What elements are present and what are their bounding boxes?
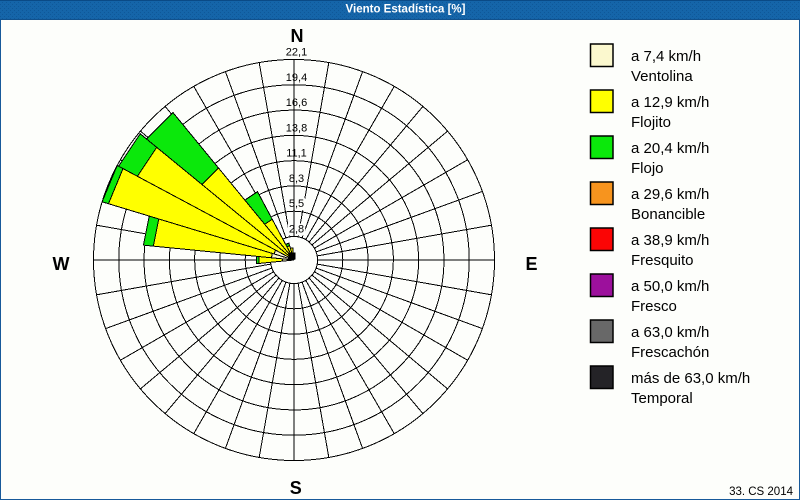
svg-text:Flojito: Flojito: [631, 114, 671, 131]
svg-text:a 20,4 km/h: a 20,4 km/h: [631, 140, 709, 157]
svg-text:S: S: [290, 478, 302, 498]
svg-text:Fresquito: Fresquito: [631, 252, 694, 269]
svg-text:E: E: [525, 254, 537, 274]
svg-text:19,4: 19,4: [286, 72, 307, 84]
svg-text:a 38,9 km/h: a 38,9 km/h: [631, 232, 709, 249]
svg-text:más de 63,0 km/h: más de 63,0 km/h: [631, 370, 750, 387]
svg-text:a 7,4 km/h: a 7,4 km/h: [631, 48, 701, 65]
svg-text:N: N: [291, 26, 304, 46]
svg-text:Flojo: Flojo: [631, 160, 664, 177]
svg-text:W: W: [53, 254, 70, 274]
svg-text:5,5: 5,5: [289, 198, 304, 210]
svg-text:a 29,6 km/h: a 29,6 km/h: [631, 186, 709, 203]
svg-text:13,8: 13,8: [286, 122, 307, 134]
svg-text:2,8: 2,8: [289, 224, 304, 236]
svg-text:a 63,0 km/h: a 63,0 km/h: [631, 324, 709, 341]
svg-text:11,1: 11,1: [286, 148, 307, 160]
svg-text:33. CS 2014: 33. CS 2014: [729, 486, 794, 498]
svg-text:8,3: 8,3: [289, 173, 304, 185]
svg-text:Fresco: Fresco: [631, 298, 677, 315]
svg-text:a 12,9 km/h: a 12,9 km/h: [631, 94, 709, 111]
svg-text:16,6: 16,6: [286, 97, 307, 109]
svg-text:Temporal: Temporal: [631, 390, 693, 407]
svg-text:Viento Estadística [%]: Viento Estadística [%]: [346, 3, 466, 15]
svg-text:Ventolina: Ventolina: [631, 68, 693, 85]
svg-text:Bonancible: Bonancible: [631, 206, 705, 223]
svg-text:Frescachón: Frescachón: [631, 344, 709, 361]
svg-text:22,1: 22,1: [286, 47, 307, 59]
svg-text:a 50,0 km/h: a 50,0 km/h: [631, 278, 709, 295]
